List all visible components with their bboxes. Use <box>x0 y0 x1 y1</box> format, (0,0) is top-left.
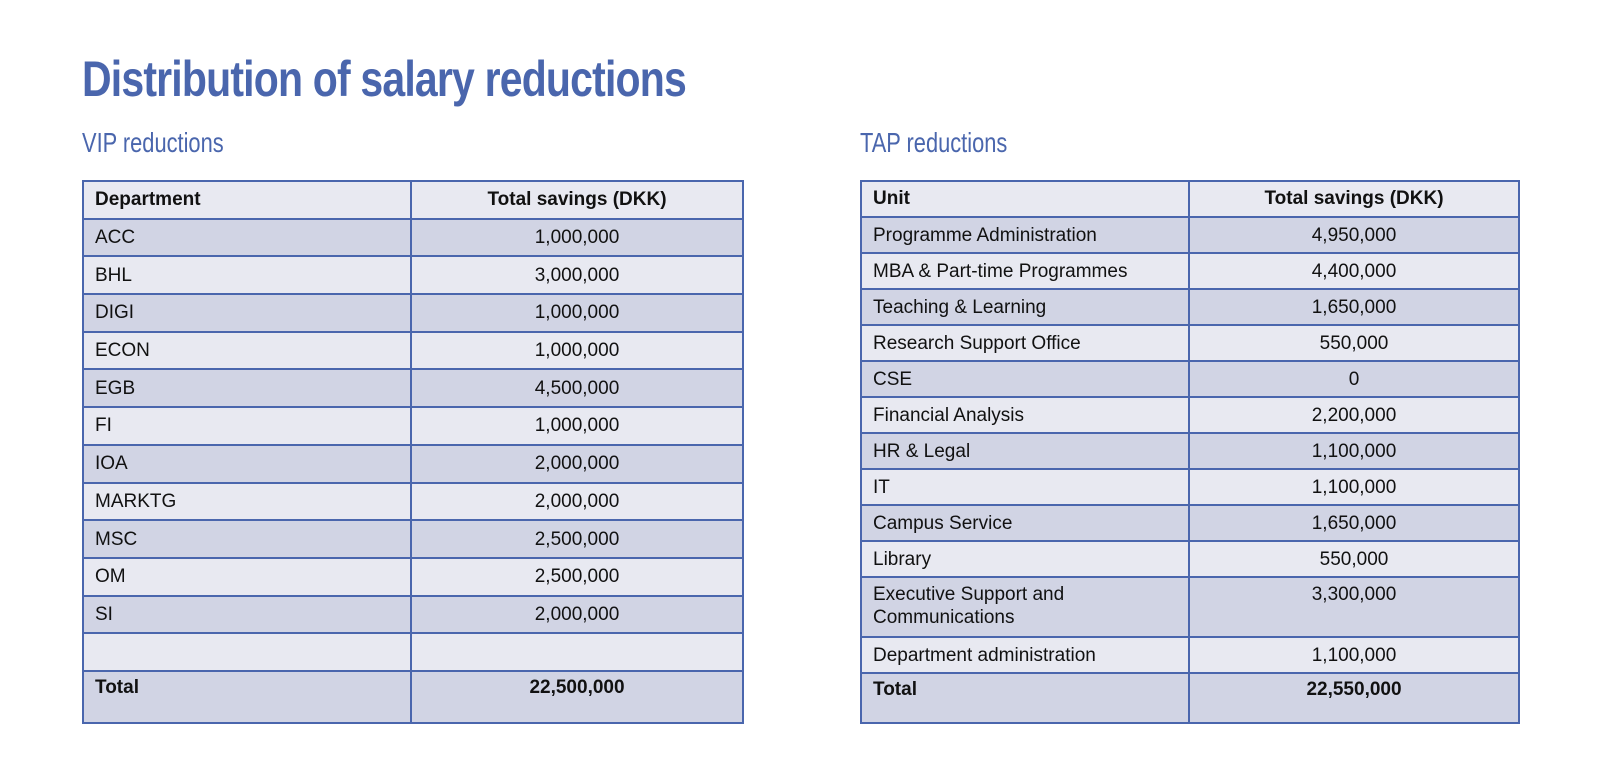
table-row: EGB 4,500,000 <box>82 368 744 409</box>
table-row: ECON 1,000,000 <box>82 330 744 371</box>
department-name: FI <box>82 406 412 446</box>
unit-name: MBA & Part-time Programmes <box>860 252 1190 290</box>
total-value: 22,500,000 <box>410 669 744 724</box>
total-label: Total <box>82 669 412 724</box>
unit-name: Teaching & Learning <box>860 288 1190 326</box>
table-row: IT 1,100,000 <box>860 468 1520 506</box>
table-row: FI 1,000,000 <box>82 406 744 446</box>
unit-name: Executive Support and Communications <box>860 576 1190 638</box>
table-row: MBA & Part-time Programmes 4,400,000 <box>860 252 1520 290</box>
department-name: MARKTG <box>82 481 412 522</box>
table-row: Department administration 1,100,000 <box>860 636 1520 674</box>
table-row: HR & Legal 1,100,000 <box>860 432 1520 470</box>
savings-value: 1,000,000 <box>410 406 744 446</box>
column-header-total-savings: Total savings (DKK) <box>1188 180 1520 218</box>
vip-reductions-heading: VIP reductions <box>82 127 224 158</box>
savings-value <box>410 632 744 672</box>
table-header-row: Unit Total savings (DKK) <box>860 180 1520 218</box>
savings-value: 1,000,000 <box>410 217 744 258</box>
table-row: MARKTG 2,000,000 <box>82 481 744 522</box>
column-header-total-savings: Total savings (DKK) <box>410 180 744 220</box>
table-row: IOA 2,000,000 <box>82 443 744 484</box>
table-row: BHL 3,000,000 <box>82 255 744 296</box>
department-name: BHL <box>82 255 412 296</box>
unit-name: Programme Administration <box>860 216 1190 254</box>
table-row: Financial Analysis 2,200,000 <box>860 396 1520 434</box>
savings-value: 550,000 <box>1188 324 1520 362</box>
unit-name: Research Support Office <box>860 324 1190 362</box>
savings-value: 1,650,000 <box>1188 504 1520 542</box>
department-name: IOA <box>82 443 412 484</box>
department-name: ECON <box>82 330 412 371</box>
savings-value: 1,000,000 <box>410 330 744 371</box>
table-row: Teaching & Learning 1,650,000 <box>860 288 1520 326</box>
unit-name: Library <box>860 540 1190 578</box>
savings-value: 1,100,000 <box>1188 468 1520 506</box>
tap-reductions-heading: TAP reductions <box>860 127 1008 158</box>
savings-value: 2,000,000 <box>410 481 744 522</box>
page-title: Distribution of salary reductions <box>82 51 687 107</box>
column-header-department: Department <box>82 180 412 220</box>
vip-reductions-table: Department Total savings (DKK) ACC 1,000… <box>82 180 744 724</box>
savings-value: 2,500,000 <box>410 519 744 559</box>
savings-value: 1,100,000 <box>1188 432 1520 470</box>
table-row: DIGI 1,000,000 <box>82 293 744 333</box>
table-row-empty <box>82 632 744 672</box>
column-header-unit: Unit <box>860 180 1190 218</box>
table-row: Programme Administration 4,950,000 <box>860 216 1520 254</box>
table-row: OM 2,500,000 <box>82 556 744 597</box>
savings-value: 3,300,000 <box>1188 576 1520 638</box>
department-name <box>82 632 412 672</box>
department-name: SI <box>82 594 412 635</box>
unit-name: Financial Analysis <box>860 396 1190 434</box>
department-name: DIGI <box>82 293 412 333</box>
department-name: EGB <box>82 368 412 409</box>
table-row: Library 550,000 <box>860 540 1520 578</box>
savings-value: 1,650,000 <box>1188 288 1520 326</box>
total-label: Total <box>860 672 1190 724</box>
tap-reductions-table: Unit Total savings (DKK) Programme Admin… <box>860 180 1520 724</box>
savings-value: 2,000,000 <box>410 594 744 635</box>
table-row: SI 2,000,000 <box>82 594 744 635</box>
savings-value: 1,000,000 <box>410 293 744 333</box>
table-row: CSE 0 <box>860 360 1520 398</box>
savings-value: 4,950,000 <box>1188 216 1520 254</box>
savings-value: 2,000,000 <box>410 443 744 484</box>
department-name: MSC <box>82 519 412 559</box>
department-name: ACC <box>82 217 412 258</box>
department-name: OM <box>82 556 412 597</box>
table-row: Research Support Office 550,000 <box>860 324 1520 362</box>
total-row: Total 22,500,000 <box>82 669 744 724</box>
unit-name: CSE <box>860 360 1190 398</box>
savings-value: 4,400,000 <box>1188 252 1520 290</box>
unit-name: IT <box>860 468 1190 506</box>
unit-name: Campus Service <box>860 504 1190 542</box>
savings-value: 3,000,000 <box>410 255 744 296</box>
table-header-row: Department Total savings (DKK) <box>82 180 744 220</box>
table-row: Campus Service 1,650,000 <box>860 504 1520 542</box>
total-value: 22,550,000 <box>1188 672 1520 724</box>
savings-value: 2,200,000 <box>1188 396 1520 434</box>
unit-name: HR & Legal <box>860 432 1190 470</box>
unit-name: Department administration <box>860 636 1190 674</box>
savings-value: 2,500,000 <box>410 556 744 597</box>
savings-value: 1,100,000 <box>1188 636 1520 674</box>
savings-value: 4,500,000 <box>410 368 744 409</box>
savings-value: 0 <box>1188 360 1520 398</box>
table-row: Executive Support and Communications 3,3… <box>860 576 1520 638</box>
savings-value: 550,000 <box>1188 540 1520 578</box>
table-row: MSC 2,500,000 <box>82 519 744 559</box>
table-row: ACC 1,000,000 <box>82 217 744 258</box>
total-row: Total 22,550,000 <box>860 672 1520 724</box>
